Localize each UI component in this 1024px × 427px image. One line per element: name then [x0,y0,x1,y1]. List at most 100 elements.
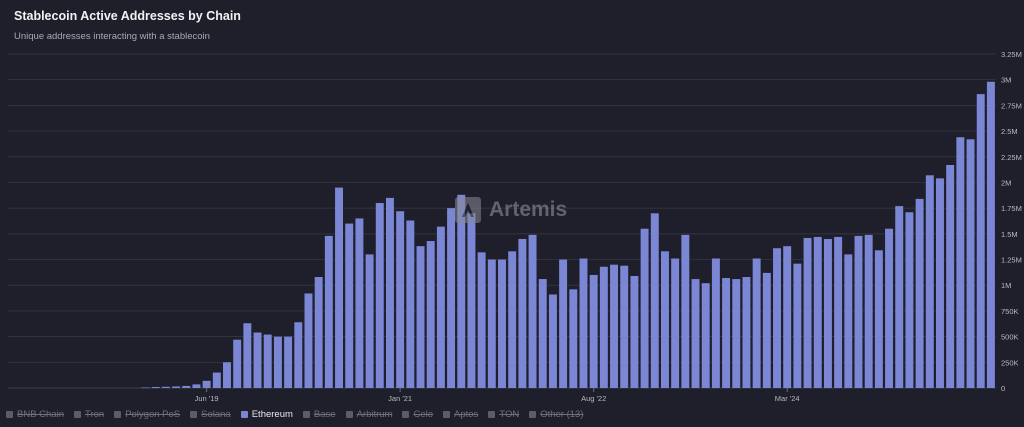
y-tick-label: 2.75M [1001,101,1022,110]
bar[interactable] [375,203,384,388]
bar[interactable] [182,385,191,388]
bar[interactable] [263,334,272,388]
bar[interactable] [671,258,680,388]
bar[interactable] [844,254,853,388]
bar[interactable] [793,263,802,388]
bar[interactable] [284,336,293,388]
bar[interactable] [966,139,975,388]
bar[interactable] [599,266,608,388]
bar[interactable] [172,386,181,388]
bar[interactable] [314,277,323,388]
bar[interactable] [202,380,211,388]
bar[interactable] [396,211,405,388]
bar[interactable] [385,197,394,388]
bar[interactable] [528,234,537,388]
legend-item-ethereum[interactable]: Ethereum [240,409,293,420]
bar[interactable] [518,238,527,388]
bar[interactable] [885,228,894,388]
bar[interactable] [141,387,150,389]
bar[interactable] [773,248,781,388]
bar[interactable] [610,264,619,388]
bar[interactable] [467,213,476,388]
bar[interactable] [477,252,486,388]
bar[interactable] [783,246,792,388]
legend-item-polygon-pos[interactable]: Polygon PoS [114,409,180,420]
bar[interactable] [813,236,822,388]
bar[interactable] [426,241,435,388]
bar[interactable] [457,194,466,388]
bar[interactable] [324,235,333,388]
bar[interactable] [559,259,568,388]
legend-label: BNB Chain [17,409,64,420]
bar[interactable] [722,278,731,388]
bar[interactable] [538,279,547,388]
bar[interactable] [986,81,995,388]
bar[interactable] [212,372,221,388]
legend-item-tron[interactable]: Tron [74,409,104,420]
bar[interactable] [569,289,578,388]
bar[interactable] [834,236,843,388]
bar[interactable] [956,137,965,388]
bar[interactable] [640,228,649,388]
bar[interactable] [752,258,761,388]
legend-item-other-13[interactable]: Other (13) [529,409,584,420]
bar[interactable] [946,164,955,388]
bar[interactable] [915,198,924,388]
bar[interactable] [905,212,914,388]
bar[interactable] [762,272,771,388]
bar[interactable] [650,213,659,388]
legend-item-arbitrum[interactable]: Arbitrum [345,409,392,420]
bar[interactable] [498,259,506,388]
legend-item-celo[interactable]: Celo [402,409,433,420]
bar[interactable] [630,275,639,388]
bar[interactable] [192,384,201,388]
bar[interactable] [579,258,588,388]
bar[interactable] [548,294,557,388]
x-tick-label: Mar '24 [775,394,800,403]
bar-series-ethereum [141,81,995,389]
legend-item-base[interactable]: Base [302,409,336,420]
bar[interactable] [243,323,252,388]
bar[interactable] [691,279,700,388]
bar[interactable] [304,293,313,388]
bar[interactable] [854,235,863,388]
bar[interactable] [436,226,445,388]
bar[interactable] [589,274,598,388]
bar[interactable] [365,254,374,388]
bar[interactable] [936,178,944,388]
legend-item-bnb-chain[interactable]: BNB Chain [6,409,64,420]
bar[interactable] [345,223,354,388]
bar[interactable] [742,277,751,388]
bar[interactable] [151,386,160,388]
bar[interactable] [701,283,710,388]
bar[interactable] [508,251,517,388]
legend-item-aptos[interactable]: Aptos [443,409,478,420]
bar[interactable] [823,238,832,388]
bar[interactable] [355,218,364,388]
legend-item-solana[interactable]: Solana [190,409,231,420]
bar[interactable] [294,322,303,388]
bar[interactable] [620,265,629,388]
legend-item-ton[interactable]: TON [488,409,519,420]
bar[interactable] [661,251,669,388]
legend-swatch [443,411,451,418]
bar[interactable] [895,206,904,388]
bar[interactable] [253,332,262,389]
bar[interactable] [864,234,873,388]
bar[interactable] [416,246,425,388]
bar[interactable] [406,220,415,388]
bar[interactable] [335,187,343,388]
bar[interactable] [233,339,242,388]
bar[interactable] [803,237,812,388]
bar[interactable] [711,258,720,388]
bar[interactable] [487,259,496,388]
bar[interactable] [681,234,690,388]
bar[interactable] [874,250,883,388]
bar[interactable] [447,208,456,388]
bar[interactable] [161,386,170,388]
bar[interactable] [732,279,741,388]
bar[interactable] [976,94,985,388]
bar[interactable] [925,175,934,388]
bar[interactable] [273,336,282,388]
bar[interactable] [223,362,231,388]
